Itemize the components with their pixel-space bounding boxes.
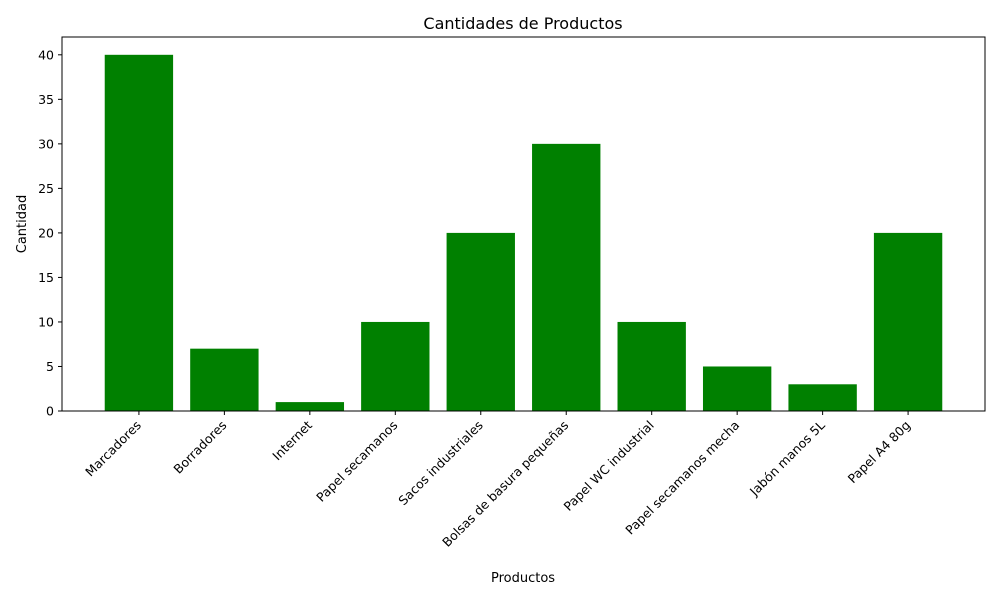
bar-8 [788,384,857,411]
x-tick-label: Jabón manos 5L [746,417,828,499]
y-tick-label: 5 [46,359,54,374]
chart-title: Cantidades de Productos [423,14,622,33]
y-tick-label: 40 [38,47,54,62]
y-tick-label: 20 [38,225,54,240]
y-tick-label: 15 [38,270,54,285]
bar-2 [275,402,345,411]
bar-3 [361,321,430,411]
x-axis-label: Productos [491,571,555,586]
bar-5 [532,143,601,412]
y-axis-label: Cantidad [15,195,30,253]
y-tick-label: 30 [38,136,54,151]
bar-0 [104,54,174,412]
x-tick-label: Marcadores [82,418,144,480]
x-tick-label: Internet [269,417,315,463]
x-tick-label: Papel A4 80g [845,418,914,487]
y-axis: 0 5 10 15 20 25 30 35 40 [38,47,62,419]
bar-7 [702,366,772,411]
bar-1 [190,348,259,411]
x-tick-label: Sacos industriales [395,418,486,509]
bar-9 [873,232,943,411]
y-tick-label: 0 [46,404,54,419]
bar-4 [446,232,515,411]
x-tick-label: Papel secamanos [313,418,400,505]
plot-frame [61,36,986,412]
x-tick-label: Borradores [170,418,229,477]
bar-6 [617,321,686,411]
x-tick-label: Papel WC industrial [561,418,657,514]
y-tick-label: 25 [38,181,54,196]
bars-layer [104,54,943,412]
y-tick-label: 10 [38,314,54,329]
y-tick-label: 35 [38,92,54,107]
